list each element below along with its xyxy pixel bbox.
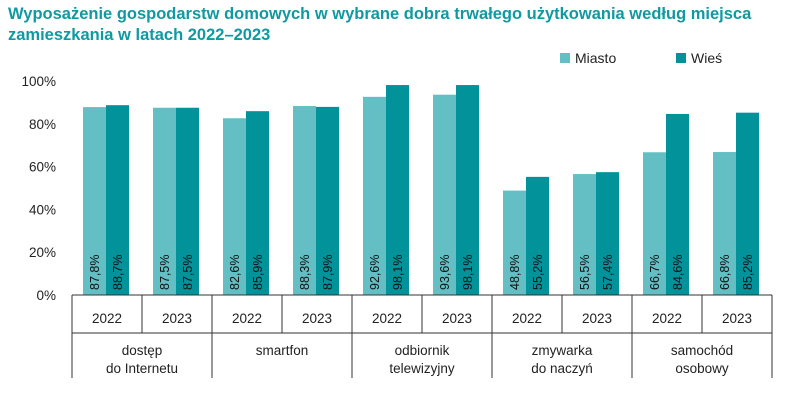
data-label: 98,1% — [461, 255, 475, 290]
data-label: 93,6% — [438, 255, 452, 290]
category-label: osobowy — [675, 361, 729, 376]
data-label: 88,3% — [298, 255, 312, 290]
year-label: 2023 — [722, 311, 752, 326]
year-label: 2022 — [232, 311, 262, 326]
data-label: 56,5% — [578, 255, 592, 290]
bar-wies — [246, 111, 269, 295]
bar-miasto — [293, 106, 316, 296]
y-tick-label: 0% — [36, 288, 56, 303]
bar-miasto — [573, 174, 596, 295]
category-label: smartfon — [256, 343, 309, 358]
year-label: 2023 — [582, 311, 612, 326]
bar-miasto — [643, 152, 666, 295]
data-label: 48,8% — [508, 255, 522, 290]
bar-wies — [176, 107, 199, 295]
year-label: 2022 — [92, 311, 122, 326]
data-label: 87,5% — [158, 255, 172, 290]
legend-label-wies: Wieś — [691, 50, 723, 66]
y-tick-label: 60% — [29, 160, 56, 175]
category-label: odbiornik — [395, 343, 450, 358]
data-label: 87,9% — [321, 255, 335, 290]
data-label: 88,7% — [111, 255, 125, 290]
year-label: 2023 — [162, 311, 192, 326]
bar-miasto — [433, 94, 456, 295]
category-label: do Internetu — [106, 361, 178, 376]
year-label: 2022 — [372, 311, 402, 326]
bar-wies — [666, 113, 689, 296]
bar-miasto — [223, 118, 246, 296]
bar-miasto — [83, 107, 106, 295]
category-label: do naczyń — [531, 361, 593, 376]
y-tick-label: 80% — [29, 117, 56, 132]
bar-wies — [736, 112, 759, 295]
data-label: 92,6% — [368, 255, 382, 290]
bar-miasto — [153, 107, 176, 295]
legend-item-wies: Wieś — [676, 50, 722, 66]
data-label: 82,6% — [228, 255, 242, 290]
data-label: 87,5% — [181, 255, 195, 290]
category-label: zmywarka — [532, 343, 593, 358]
year-label: 2022 — [652, 311, 682, 326]
bar-wies — [456, 85, 479, 295]
data-label: 66,7% — [648, 255, 662, 290]
legend-swatch-miasto — [560, 53, 570, 63]
bar-wies — [526, 176, 549, 295]
year-label: 2023 — [302, 311, 332, 326]
year-label: 2023 — [442, 311, 472, 326]
y-tick-label: 100% — [21, 74, 56, 89]
bar-miasto — [713, 152, 736, 295]
category-label: dostęp — [122, 343, 163, 358]
bar-wies — [316, 106, 339, 295]
legend-label-miasto: Miasto — [575, 50, 617, 66]
data-label: 57,4% — [601, 255, 615, 290]
y-tick-label: 40% — [29, 202, 56, 217]
chart-title: Wyposażenie gospodarstw domowych w wybra… — [8, 5, 752, 44]
bar-miasto — [363, 96, 386, 295]
data-label: 55,2% — [531, 255, 545, 290]
bar-miasto — [503, 190, 526, 295]
legend-item-miasto: Miasto — [560, 50, 616, 66]
category-label: samochód — [671, 343, 733, 358]
data-label: 66,8% — [718, 255, 732, 290]
bar-wies — [386, 85, 409, 295]
data-label: 85,2% — [741, 255, 755, 290]
y-tick-label: 20% — [29, 245, 56, 260]
data-label: 87,8% — [88, 255, 102, 290]
category-label: telewizyjny — [389, 361, 455, 376]
bar-wies — [106, 105, 129, 295]
data-label: 85,9% — [251, 255, 265, 290]
data-label: 98,1% — [391, 255, 405, 290]
bar-wies — [596, 172, 619, 295]
legend-swatch-wies — [676, 53, 686, 63]
year-label: 2022 — [512, 311, 542, 326]
data-label: 84,6% — [671, 255, 685, 290]
